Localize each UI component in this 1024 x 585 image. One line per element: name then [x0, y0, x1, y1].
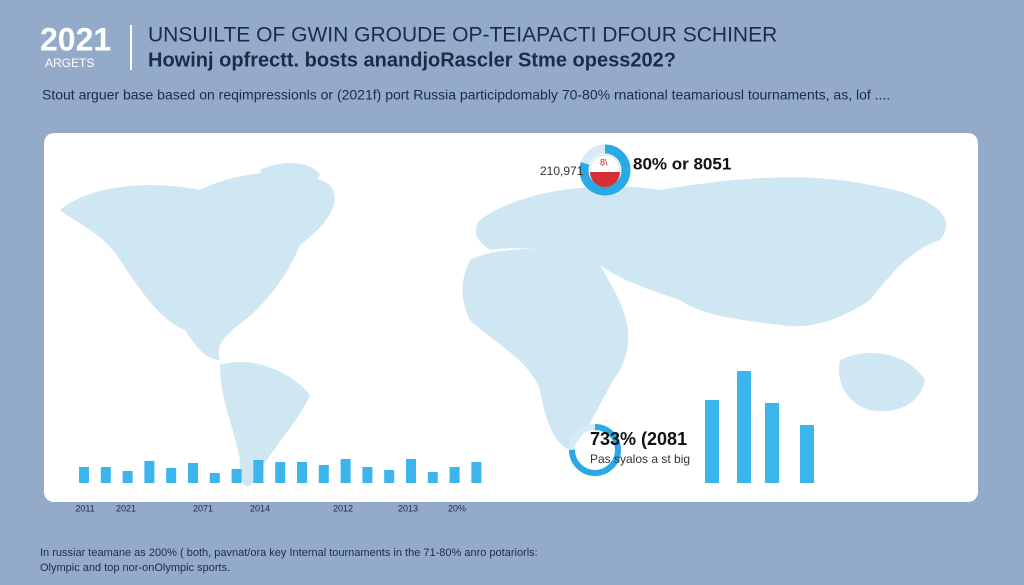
australia: [839, 352, 925, 412]
year: 2021: [40, 21, 111, 57]
bar: [449, 467, 460, 483]
axis-label: 2011: [75, 503, 94, 513]
bar: [318, 465, 329, 483]
axis-label: 2071: [193, 503, 213, 513]
footer-line: Olympic and top nor-onOlympic sports.: [40, 562, 230, 574]
axis-label: 2014: [250, 503, 270, 513]
footer-line: In russiar teamane as 200% ( both, pavna…: [40, 547, 538, 559]
bars: [79, 371, 814, 483]
bar: [231, 469, 242, 483]
bar: [471, 462, 482, 483]
bar: [384, 470, 395, 483]
flag-red: [590, 172, 620, 187]
bar: [209, 473, 220, 483]
badge: ARGETS: [45, 56, 94, 70]
bar: [100, 467, 111, 483]
donut-bottom: [569, 424, 621, 476]
bar: [765, 403, 779, 483]
donut-bottom-label: 733% (2081: [590, 429, 687, 449]
axis-label: 2013: [398, 503, 418, 513]
bar: [737, 371, 751, 483]
donut-arc: [579, 144, 631, 196]
donut-top: [579, 144, 631, 196]
south-america: [220, 361, 310, 487]
bar: [427, 472, 438, 483]
donut-arc: [569, 424, 621, 476]
bar: [406, 459, 416, 483]
donut-badge: 8\: [600, 157, 608, 167]
bar: [275, 462, 286, 483]
donut-left-label: 210,971: [540, 164, 584, 178]
bar: [297, 462, 307, 483]
axis-label: 2012: [333, 503, 353, 513]
africa: [462, 249, 629, 450]
north-america: [60, 172, 335, 360]
bar: [144, 461, 155, 483]
bar: [188, 463, 198, 483]
bar: [705, 400, 719, 483]
axis-label: 20%: [448, 503, 466, 513]
bar: [166, 468, 177, 483]
donut-bottom-sublabel: Pas syalos a st big: [590, 452, 690, 466]
bar: [122, 471, 133, 483]
bar: [253, 460, 264, 483]
bar: [79, 467, 89, 483]
eurasia: [475, 177, 947, 327]
axis-label: 2021: [116, 503, 136, 513]
bar: [362, 467, 373, 483]
bar: [340, 459, 351, 483]
greenland: [260, 163, 320, 191]
donut-top-label: 80% or 8051: [633, 154, 731, 173]
subtitle: Howinj opfrectt. bosts anandjoRascler St…: [148, 49, 676, 71]
world-map: [60, 163, 947, 487]
title: UNSUILTE OF GWIN GROUDE OP-TEIAPACTI DFO…: [148, 24, 777, 47]
description: Stout arguer base based on reqimpression…: [42, 87, 890, 103]
bar: [800, 425, 814, 483]
axis-labels: 2011 2021 2071 2014 2012 2013 20%: [75, 503, 466, 513]
